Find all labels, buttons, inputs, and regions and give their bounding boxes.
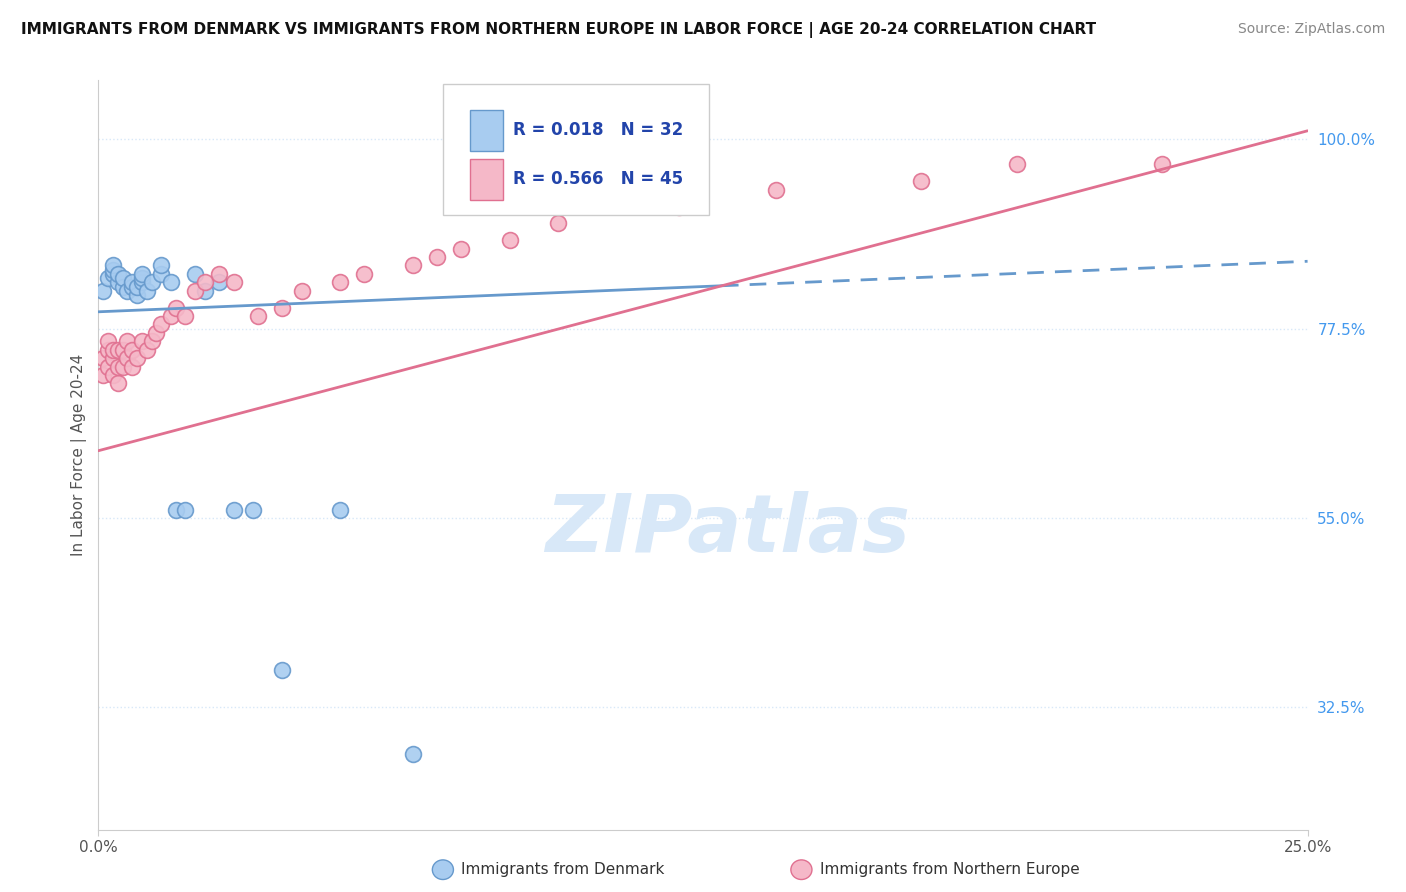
Point — [329, 276, 352, 290]
Point — [145, 326, 167, 340]
Point — [101, 368, 124, 382]
Point — [107, 276, 129, 290]
Point — [150, 267, 173, 281]
Point — [117, 284, 139, 298]
Point — [184, 284, 207, 298]
Point — [765, 183, 787, 197]
Point — [174, 309, 197, 323]
Point — [135, 284, 157, 298]
Point — [141, 334, 163, 349]
Text: Source: ZipAtlas.com: Source: ZipAtlas.com — [1237, 22, 1385, 37]
Point — [194, 276, 217, 290]
FancyBboxPatch shape — [443, 84, 709, 215]
Point — [121, 343, 143, 357]
Point — [242, 502, 264, 516]
Text: IMMIGRANTS FROM DENMARK VS IMMIGRANTS FROM NORTHERN EUROPE IN LABOR FORCE | AGE : IMMIGRANTS FROM DENMARK VS IMMIGRANTS FR… — [21, 22, 1097, 38]
Point — [1007, 157, 1029, 171]
FancyBboxPatch shape — [470, 111, 503, 152]
Point — [117, 351, 139, 365]
Point — [121, 359, 143, 374]
Point — [498, 233, 520, 247]
Point — [165, 301, 187, 315]
Point — [101, 259, 124, 273]
Text: Immigrants from Denmark: Immigrants from Denmark — [461, 863, 665, 877]
Point — [160, 309, 183, 323]
Point — [208, 276, 231, 290]
Point — [131, 271, 153, 285]
Point — [402, 747, 425, 761]
Point — [247, 309, 270, 323]
Point — [121, 276, 143, 290]
Point — [111, 271, 134, 285]
Point — [111, 279, 134, 293]
Point — [194, 284, 217, 298]
Point — [107, 359, 129, 374]
Point — [121, 279, 143, 293]
Point — [127, 279, 149, 293]
Point — [97, 271, 120, 285]
Point — [91, 284, 114, 298]
Point — [117, 334, 139, 349]
Point — [101, 262, 124, 277]
Point — [184, 267, 207, 281]
Point — [135, 343, 157, 357]
Point — [271, 663, 294, 677]
Point — [101, 343, 124, 357]
Point — [107, 343, 129, 357]
Point — [127, 288, 149, 302]
Point — [547, 216, 569, 230]
FancyBboxPatch shape — [470, 159, 503, 200]
Point — [222, 502, 245, 516]
Point — [107, 267, 129, 281]
Text: Immigrants from Northern Europe: Immigrants from Northern Europe — [820, 863, 1080, 877]
Point — [450, 242, 472, 256]
Point — [91, 351, 114, 365]
Point — [668, 200, 690, 214]
Point — [402, 259, 425, 273]
Point — [107, 376, 129, 391]
Point — [101, 351, 124, 365]
Point — [353, 267, 375, 281]
Point — [131, 334, 153, 349]
Point — [329, 502, 352, 516]
Point — [1152, 157, 1174, 171]
Text: R = 0.018   N = 32: R = 0.018 N = 32 — [513, 121, 683, 139]
Point — [426, 250, 449, 264]
Point — [150, 259, 173, 273]
Text: ZIPatlas: ZIPatlas — [544, 491, 910, 569]
Point — [97, 359, 120, 374]
Point — [910, 174, 932, 188]
Point — [271, 301, 294, 315]
Point — [160, 276, 183, 290]
Point — [208, 267, 231, 281]
Point — [111, 343, 134, 357]
Point — [141, 276, 163, 290]
Point — [165, 502, 187, 516]
Point — [131, 276, 153, 290]
Point — [222, 276, 245, 290]
Text: R = 0.566   N = 45: R = 0.566 N = 45 — [513, 170, 683, 188]
Point — [97, 343, 120, 357]
Point — [97, 334, 120, 349]
Point — [127, 351, 149, 365]
Point — [131, 267, 153, 281]
Point — [290, 284, 312, 298]
Point — [111, 359, 134, 374]
Point — [101, 267, 124, 281]
Y-axis label: In Labor Force | Age 20-24: In Labor Force | Age 20-24 — [72, 354, 87, 556]
Point — [174, 502, 197, 516]
Point — [91, 368, 114, 382]
Point — [150, 318, 173, 332]
